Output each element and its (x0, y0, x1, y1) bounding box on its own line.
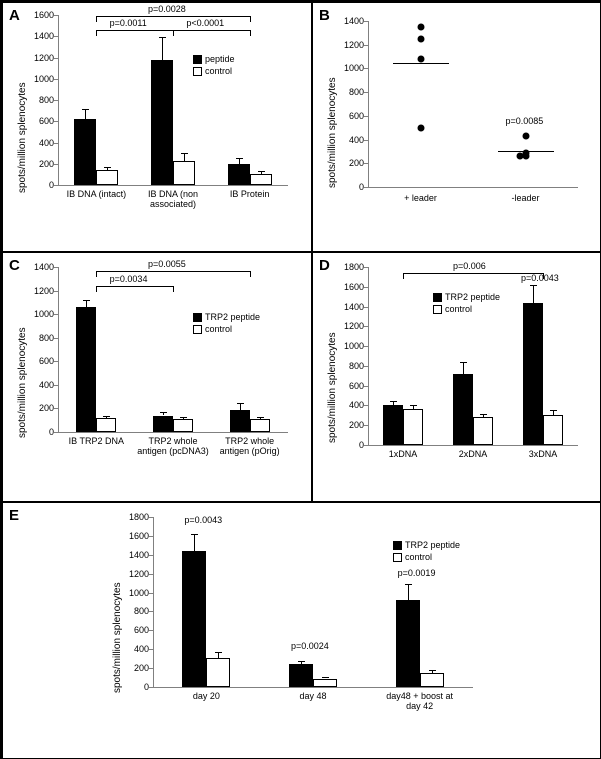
panel-a: A 02004006008001000120014001600IB DNA (i… (2, 2, 312, 252)
scatter-point (522, 133, 529, 140)
bar (313, 679, 337, 688)
scatter-point (516, 153, 523, 160)
bar (173, 419, 193, 432)
panel-c-label: C (9, 257, 20, 274)
p-value: p=0.0043 (184, 515, 222, 525)
bar (250, 419, 270, 432)
x-axis-label: day 48 (260, 691, 367, 701)
legend-item: control (193, 323, 260, 335)
panel-e: E 020040060080010001200140016001800day 2… (2, 502, 601, 759)
figure-container: A 02004006008001000120014001600IB DNA (i… (0, 0, 601, 759)
x-axis-label: TRP2 wholeantigen (pOrig) (211, 436, 288, 456)
p-value: p=0.0034 (110, 274, 148, 284)
legend-item: TRP2 peptide (193, 311, 260, 323)
p-value: p=0.0011 (110, 18, 147, 28)
legend-item: control (393, 551, 460, 563)
bar (230, 410, 250, 432)
x-axis-label: TRP2 wholeantigen (pcDNA3) (135, 436, 212, 456)
legend-swatch-open (393, 553, 402, 562)
legend-swatch-open (193, 325, 202, 334)
x-axis-label: 1xDNA (368, 449, 438, 459)
p-value: p=0.0019 (398, 568, 436, 578)
legend-item: TRP2 peptide (433, 291, 500, 303)
bar (96, 418, 116, 432)
legend-item: peptide (193, 53, 235, 65)
legend-swatch-filled (393, 541, 402, 550)
x-axis-label: 2xDNA (438, 449, 508, 459)
scatter-point (417, 23, 424, 30)
x-axis-label: IB DNA (intact) (58, 189, 135, 199)
panel-a-legend: peptide control (193, 53, 235, 77)
panel-b-ytitle: spots/million splenocytes (327, 77, 338, 188)
panel-b: B 0200400600800100012001400+ leader-lead… (312, 2, 601, 252)
panel-d-label: D (319, 257, 330, 274)
bar (182, 551, 206, 687)
bar (173, 161, 195, 185)
bar (250, 174, 272, 185)
bar (289, 664, 313, 687)
scatter-point (522, 153, 529, 160)
scatter-point (417, 35, 424, 42)
panel-e-ytitle: spots/million splenocytes (112, 582, 123, 693)
legend-swatch-filled (193, 55, 202, 64)
x-axis-label: day48 + boost atday 42 (366, 691, 473, 711)
panel-c: C 0200400600800100012001400IB TRP2 DNATR… (2, 252, 312, 502)
bar (473, 417, 493, 445)
panel-e-label: E (9, 507, 19, 524)
p-value: p=0.0085 (506, 116, 544, 126)
bar (403, 409, 423, 445)
legend-item: TRP2 peptide (393, 539, 460, 551)
legend-swatch-filled (193, 313, 202, 322)
bar (420, 673, 444, 687)
panel-c-legend: TRP2 peptide control (193, 311, 260, 335)
panel-c-chart: 0200400600800100012001400IB TRP2 DNATRP2… (58, 267, 298, 462)
panel-b-label: B (319, 7, 330, 24)
bar (74, 119, 96, 185)
p-value: p=0.0028 (148, 4, 186, 14)
panel-d: D 0200400600800100012001400160018001xDNA… (312, 252, 601, 502)
bar (153, 416, 173, 433)
bar (228, 164, 250, 185)
legend-item: control (193, 65, 235, 77)
panel-d-legend: TRP2 peptide control (433, 291, 500, 315)
x-axis-label: 3xDNA (508, 449, 578, 459)
panel-a-ytitle: spots/million splenocytes (17, 82, 28, 193)
bar (76, 307, 96, 432)
p-value: p=0.0024 (291, 641, 329, 651)
legend-swatch-open (433, 305, 442, 314)
legend-swatch-filled (433, 293, 442, 302)
x-axis-label: day 20 (153, 691, 260, 701)
panel-e-legend: TRP2 peptide control (393, 539, 460, 563)
mean-line (393, 63, 449, 64)
x-axis-label: IB DNA (nonassociated) (135, 189, 212, 209)
legend-item: control (433, 303, 500, 315)
bar (396, 600, 420, 687)
panel-d-ytitle: spots/million splenocytes (327, 332, 338, 443)
bar (206, 658, 230, 687)
bar (383, 405, 403, 445)
panel-a-label: A (9, 7, 20, 24)
p-value: p<0.0001 (186, 18, 224, 28)
p-value: p=0.0055 (148, 259, 186, 269)
x-axis-label: IB TRP2 DNA (58, 436, 135, 446)
panel-c-ytitle: spots/million splenocytes (17, 327, 28, 438)
bar (453, 374, 473, 445)
bar (543, 415, 563, 445)
x-axis-label: IB Protein (211, 189, 288, 199)
bar (96, 170, 118, 185)
scatter-point (417, 55, 424, 62)
bar (523, 303, 543, 445)
panel-b-chart: 0200400600800100012001400+ leader-leader… (368, 21, 588, 211)
bar (151, 60, 173, 185)
scatter-point (417, 124, 424, 131)
panel-a-chart: 02004006008001000120014001600IB DNA (int… (58, 15, 298, 215)
legend-swatch-open (193, 67, 202, 76)
